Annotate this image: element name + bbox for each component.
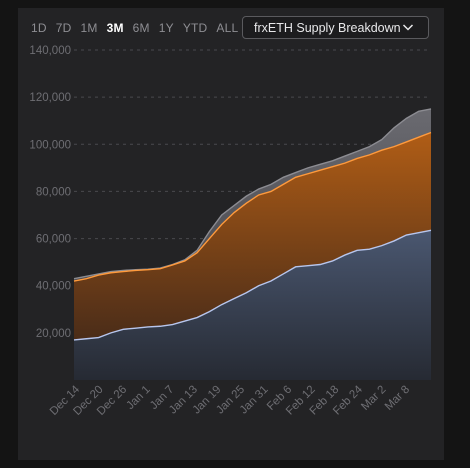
dropdown-selected-label: frxETH Supply Breakdown <box>254 20 401 35</box>
range-button-3m[interactable]: 3M <box>106 21 124 35</box>
area-top-band <box>74 108 431 281</box>
range-button-ytd[interactable]: YTD <box>182 21 208 35</box>
range-button-all[interactable]: ALL <box>216 21 239 35</box>
x-tick-label: Jan 1 <box>124 384 152 412</box>
area-bottom-band <box>74 230 431 380</box>
chevron-down-icon <box>402 24 414 31</box>
time-range-selector: 1D 7D 1M 3M 6M 1Y YTD ALL <box>31 20 247 36</box>
x-tick-label: Mar 8 <box>383 384 412 413</box>
x-tick-label: Mar 2 <box>359 384 388 413</box>
y-tick-label: 60,000 <box>36 234 71 246</box>
series-line-middle <box>73 131 432 282</box>
series-line-bottom <box>73 229 432 341</box>
y-tick-label: 80,000 <box>36 186 71 198</box>
range-button-1m[interactable]: 1M <box>80 21 98 35</box>
range-button-1y[interactable]: 1Y <box>158 21 174 35</box>
range-button-6m[interactable]: 6M <box>132 21 150 35</box>
range-button-7d[interactable]: 7D <box>55 21 72 35</box>
y-tick-label: 20,000 <box>36 328 71 340</box>
y-tick-label: 140,000 <box>29 45 71 57</box>
range-button-1d[interactable]: 1D <box>31 21 47 35</box>
chart-type-dropdown[interactable]: frxETH Supply Breakdown <box>242 16 429 39</box>
y-tick-label: 100,000 <box>29 139 71 151</box>
series-line-total <box>73 108 432 280</box>
y-tick-label: 120,000 <box>29 92 71 104</box>
area-middle-band <box>74 132 431 340</box>
y-tick-label: 40,000 <box>36 281 71 293</box>
